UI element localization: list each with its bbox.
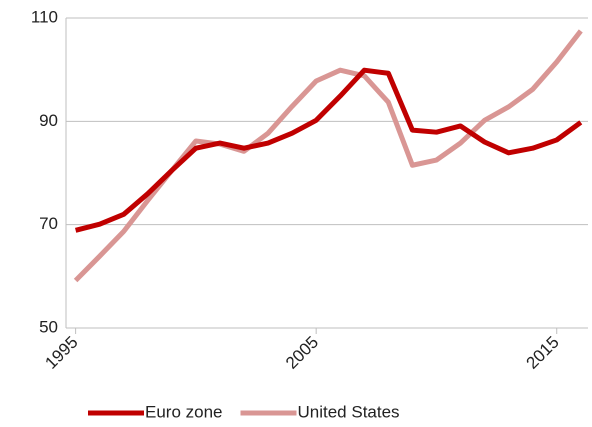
x-tick-label: 2015 bbox=[523, 333, 563, 373]
x-tick-label: 1995 bbox=[41, 333, 81, 373]
legend-label: Euro zone bbox=[145, 402, 223, 421]
series-line bbox=[74, 67, 583, 233]
y-tick-label: 90 bbox=[39, 111, 58, 130]
legend-label: United States bbox=[298, 402, 400, 421]
y-tick-label: 70 bbox=[39, 214, 58, 233]
x-tick-label: 2005 bbox=[282, 333, 322, 373]
y-tick-label: 50 bbox=[39, 317, 58, 336]
y-tick-label: 110 bbox=[31, 7, 58, 26]
series-line bbox=[73, 29, 583, 283]
